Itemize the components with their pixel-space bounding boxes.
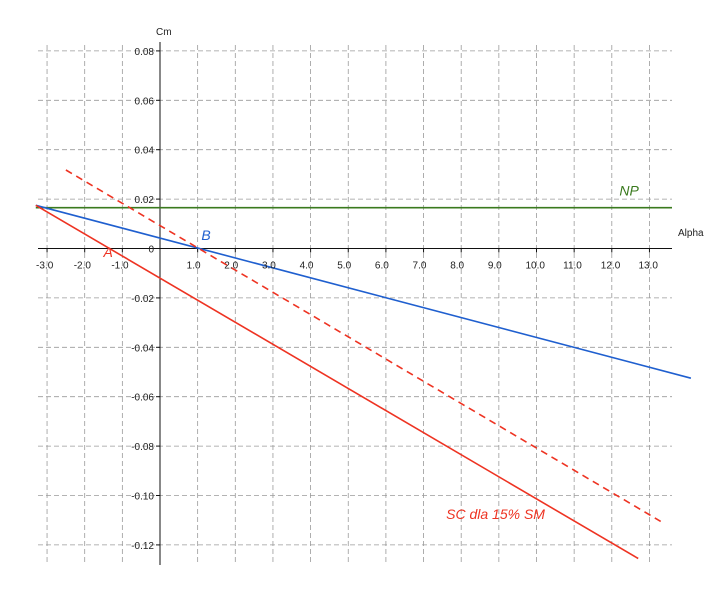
y-tick-label: -0.10 bbox=[131, 492, 154, 503]
axes bbox=[38, 42, 672, 565]
series-line-4 bbox=[65, 169, 662, 523]
y-tick-label: -0.08 bbox=[131, 442, 154, 453]
y-tick-label: 0 bbox=[148, 245, 154, 256]
x-tick-label: 1.0 bbox=[187, 261, 201, 272]
y-tick-label: -0.04 bbox=[131, 343, 154, 354]
x-tick-label: 13.0 bbox=[638, 261, 658, 272]
x-tick-label: 11.0 bbox=[563, 261, 582, 272]
annotations: NP B A SC dla 15% SM bbox=[103, 182, 640, 522]
x-tick-label: -3.0 bbox=[36, 261, 54, 272]
x-tick-label: 5.0 bbox=[337, 261, 351, 272]
tick-labels: -3.0 -2.0 -1.0 1.0 2.0 3.0 4.0 5.0 6.0 7.0 8.0 9.0 1… bbox=[36, 47, 658, 552]
annotation-label: SC dla 15% SM bbox=[446, 506, 545, 522]
x-tick-label: 8.0 bbox=[450, 261, 464, 272]
y-tick-label: 0.02 bbox=[135, 195, 155, 206]
x-tick-label: 3.0 bbox=[262, 261, 276, 272]
y-tick-label: -0.02 bbox=[131, 294, 154, 305]
y-tick-label: -0.12 bbox=[131, 541, 154, 552]
y-tick-label: 0.06 bbox=[135, 96, 155, 107]
grid bbox=[38, 45, 672, 565]
x-tick-label: -1.0 bbox=[111, 261, 129, 272]
annotation-label: B bbox=[201, 227, 210, 243]
annotation-label: A bbox=[103, 244, 113, 260]
series-line-2 bbox=[35, 204, 692, 379]
x-tick-label: 2.0 bbox=[224, 261, 238, 272]
x-tick-label: -2.0 bbox=[74, 261, 92, 272]
y-tick-label: 0.08 bbox=[135, 47, 155, 58]
y-axis-title: Cm bbox=[156, 27, 172, 38]
x-tick-label: 6.0 bbox=[375, 261, 389, 272]
y-tick-label: 0.04 bbox=[135, 146, 155, 157]
x-tick-label: 7.0 bbox=[413, 261, 427, 272]
series-lines bbox=[35, 169, 692, 560]
annotation-label: NP bbox=[619, 182, 639, 198]
y-tick-label: -0.06 bbox=[131, 393, 154, 404]
x-tick-label: 12.0 bbox=[601, 261, 621, 272]
x-tick-label: 4.0 bbox=[300, 261, 314, 272]
x-tick-label: 9.0 bbox=[488, 261, 502, 272]
series-line-3 bbox=[35, 204, 639, 560]
x-tick-label: 10.0 bbox=[526, 261, 546, 272]
x-axis-title: Alpha bbox=[678, 228, 704, 239]
